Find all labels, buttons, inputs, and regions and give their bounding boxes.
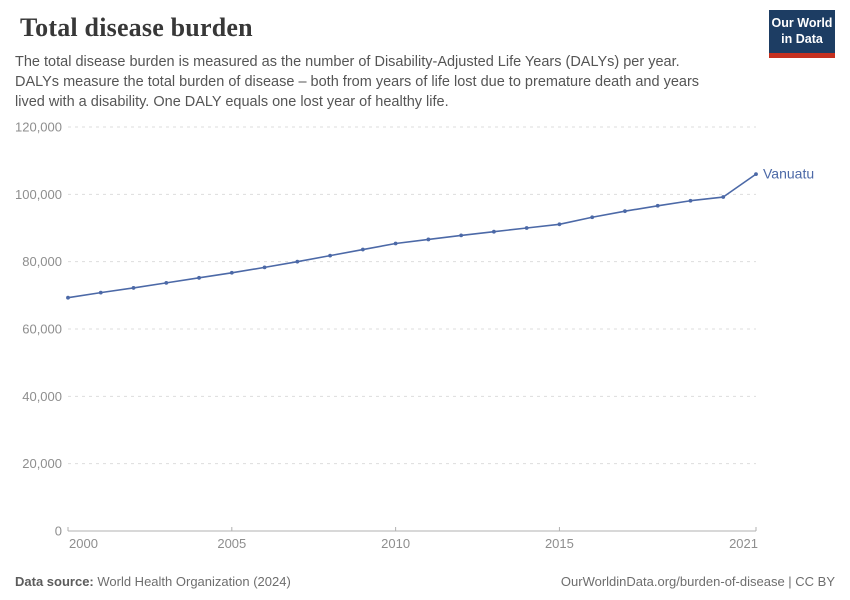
x-tick-label: 2015 bbox=[545, 536, 574, 551]
page-title: Total disease burden bbox=[20, 13, 253, 42]
y-tick-label: 60,000 bbox=[22, 322, 62, 337]
x-tick-label: 2021 bbox=[729, 536, 758, 551]
series-end-label[interactable]: Vanuatu bbox=[763, 166, 814, 182]
data-point[interactable] bbox=[623, 209, 627, 214]
data-point[interactable] bbox=[164, 280, 169, 285]
data-point[interactable] bbox=[492, 229, 496, 234]
y-tick-label: 100,000 bbox=[15, 187, 62, 202]
x-tick-label: 2000 bbox=[69, 536, 98, 551]
x-tick-label: 2005 bbox=[217, 536, 246, 551]
data-point[interactable] bbox=[197, 275, 201, 280]
data-point[interactable] bbox=[754, 172, 758, 177]
data-point[interactable] bbox=[426, 237, 431, 242]
y-tick-label: 80,000 bbox=[22, 254, 62, 269]
data-point[interactable] bbox=[66, 295, 70, 300]
data-source-value: World Health Organization (2024) bbox=[93, 574, 291, 589]
subtitle-line-1: The total disease burden is measured as … bbox=[15, 54, 680, 70]
logo-line-1: Our World bbox=[771, 16, 833, 30]
data-point[interactable] bbox=[328, 253, 332, 258]
y-tick-label: 0 bbox=[55, 524, 62, 539]
chart-footer: Data source: World Health Organization (… bbox=[15, 574, 835, 589]
data-source-label: Data source: bbox=[15, 574, 94, 589]
y-tick-label: 40,000 bbox=[22, 389, 62, 404]
data-point[interactable] bbox=[524, 226, 529, 230]
data-point[interactable] bbox=[590, 215, 595, 220]
data-point[interactable] bbox=[721, 195, 726, 199]
logo-line-2: in Data bbox=[781, 32, 823, 47]
y-tick-label: 20,000 bbox=[22, 456, 62, 471]
data-point[interactable] bbox=[557, 222, 562, 227]
data-point[interactable] bbox=[229, 270, 234, 275]
data-point[interactable] bbox=[393, 241, 398, 246]
trend-line-vanuatu[interactable] bbox=[67, 173, 757, 299]
owid-logo[interactable]: Our World in Data bbox=[769, 10, 835, 58]
data-point[interactable] bbox=[131, 286, 136, 290]
data-point[interactable] bbox=[655, 203, 660, 208]
chart-subtitle: The total disease burden is measured as … bbox=[15, 52, 735, 112]
footer-link[interactable]: OurWorldinData.org/burden-of-disease | C… bbox=[560, 574, 835, 589]
subtitle-line-2: DALYs measure the total burden of diseas… bbox=[15, 74, 700, 90]
logo-stripe bbox=[769, 52, 835, 58]
data-point[interactable] bbox=[360, 247, 365, 252]
data-point[interactable] bbox=[262, 265, 267, 270]
data-source: Data source: World Health Organization (… bbox=[15, 574, 291, 589]
data-point[interactable] bbox=[98, 290, 103, 295]
data-point[interactable] bbox=[688, 198, 693, 203]
x-tick-label: 2010 bbox=[381, 536, 410, 551]
data-point[interactable] bbox=[295, 259, 300, 264]
subtitle-line-3: lived with a disability. One DALY equals… bbox=[15, 94, 449, 110]
data-point[interactable] bbox=[459, 233, 464, 238]
y-tick-label: 120,000 bbox=[15, 120, 62, 135]
